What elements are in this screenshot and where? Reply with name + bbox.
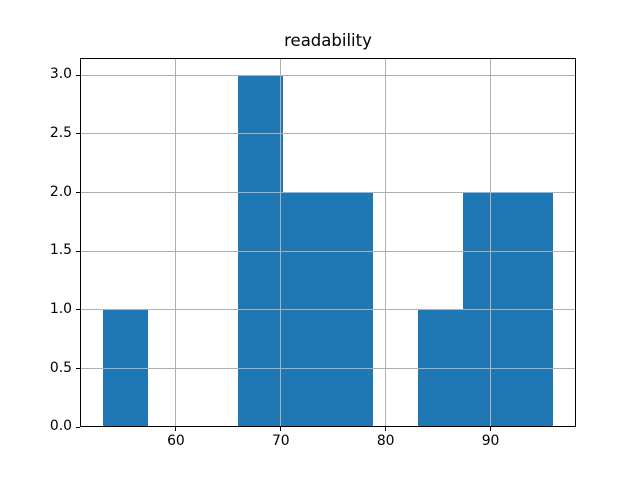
x-tick-label: 60 <box>167 433 185 450</box>
y-tick-mark <box>76 250 80 252</box>
chart-title: readability <box>284 31 372 50</box>
y-tick-label: 2.5 <box>49 124 72 141</box>
grid-line-horizontal <box>80 309 576 311</box>
x-tick-mark <box>175 427 177 432</box>
plot-area <box>80 57 576 428</box>
y-tick-label: 1.0 <box>49 300 72 317</box>
grid-line-horizontal <box>80 250 576 252</box>
y-tick-mark <box>76 426 80 428</box>
x-tick-label: 80 <box>376 433 395 450</box>
grid-line-vertical <box>280 57 282 428</box>
y-tick-mark <box>76 74 80 76</box>
grid-layer <box>80 57 576 428</box>
grid-line-horizontal <box>80 74 576 76</box>
y-tick-label: 0.0 <box>49 418 72 435</box>
grid-line-horizontal <box>80 368 576 370</box>
grid-line-horizontal <box>80 192 576 194</box>
y-tick-label: 1.5 <box>49 242 72 259</box>
x-tick-label: 70 <box>271 433 290 450</box>
y-tick-label: 0.5 <box>49 359 72 376</box>
y-tick-label: 2.0 <box>49 183 72 200</box>
grid-line-horizontal <box>80 133 576 135</box>
plot-border <box>80 57 576 428</box>
y-tick-mark <box>76 368 80 370</box>
x-tick-label: 90 <box>481 433 500 450</box>
grid-line-vertical <box>490 57 492 428</box>
y-tick-mark <box>76 133 80 135</box>
x-tick-mark <box>490 427 492 432</box>
x-tick-mark <box>385 427 387 432</box>
x-tick-mark <box>280 427 282 432</box>
y-tick-label: 3.0 <box>49 66 72 83</box>
grid-line-vertical <box>175 57 177 428</box>
y-tick-mark <box>76 309 80 311</box>
y-tick-mark <box>76 192 80 194</box>
grid-line-vertical <box>385 57 387 428</box>
